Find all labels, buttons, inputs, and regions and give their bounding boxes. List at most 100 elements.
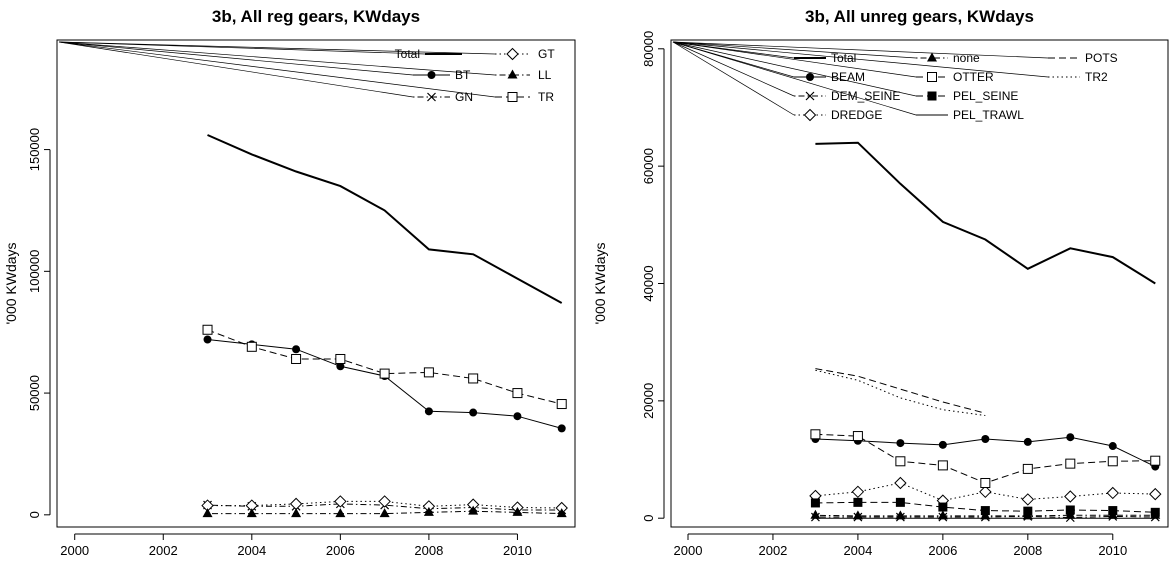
left-point-bt <box>424 407 433 416</box>
right-y-tick-label: 80000 <box>641 31 656 67</box>
left-legend-marker <box>506 47 519 61</box>
right-legend-label: POTS <box>1085 51 1118 65</box>
right-point-otter <box>1022 463 1033 474</box>
right-point-dredge <box>851 485 865 499</box>
left-point-ll <box>379 508 390 518</box>
right-legend-item-total: Total <box>672 41 856 65</box>
right-legend-leader <box>672 41 1049 78</box>
left-point-tr <box>468 373 479 384</box>
left-point-tr <box>335 353 346 364</box>
right-point-none <box>852 510 863 520</box>
left-x-tick-label: 2002 <box>149 543 178 558</box>
left-line-total <box>207 134 563 304</box>
right-point-dredge <box>894 476 907 490</box>
right-y-tick-label: 60000 <box>641 148 656 184</box>
left-legend-leader <box>58 41 496 55</box>
left-point-tr <box>202 324 213 335</box>
right-point-dredge <box>1021 493 1035 506</box>
right-point-pel-seine <box>1023 506 1033 516</box>
right-y-axis-label: '000 KWdays <box>592 242 608 324</box>
right-point-otter <box>1107 456 1118 467</box>
left-legend-leader <box>58 41 414 76</box>
left-y-tick-label: 100000 <box>27 250 42 293</box>
left-point-bt <box>203 335 212 344</box>
right-y-tick-label: 40000 <box>641 265 656 301</box>
left-legend-label: TR <box>538 90 554 104</box>
left-y-axis-label: '000 KWdays <box>3 242 19 324</box>
left-series-ll <box>202 505 567 518</box>
right-legend-label: DREDGE <box>831 108 882 122</box>
right-point-pel-seine <box>1108 506 1118 516</box>
right-chart-title: 3b, All unreg gears, KWdays <box>805 7 1034 26</box>
right-series-otter <box>810 429 1161 488</box>
left-x-tick-label: 2010 <box>503 543 532 558</box>
left-legend-label: LL <box>538 68 552 82</box>
right-point-dredge <box>1106 486 1119 500</box>
left-point-bt <box>513 412 522 421</box>
right-line-total <box>815 141 1156 285</box>
left-point-bt <box>292 345 301 354</box>
right-legend-marker <box>927 91 937 101</box>
left-point-tr <box>423 367 434 378</box>
right-legend-item-pel-trawl: PEL_TRAWL <box>672 41 1024 122</box>
right-x-tick-label: 2006 <box>928 543 957 558</box>
right-point-otter <box>980 477 991 488</box>
right-legend-marker <box>806 73 814 81</box>
right-point-beam <box>981 434 990 443</box>
right-line-pots <box>815 368 986 414</box>
right-x-tick-label: 2008 <box>1013 543 1042 558</box>
right-point-pel-seine <box>1150 507 1160 517</box>
left-point-tr <box>379 368 390 379</box>
left-line-gn <box>207 503 562 511</box>
left-line-ll <box>207 510 562 515</box>
right-legend-marker <box>803 108 817 122</box>
right-point-dredge <box>979 485 992 499</box>
left-point-bt <box>557 424 566 433</box>
right-legend-item-pel-seine: PEL_SEINE <box>672 41 1018 103</box>
right-legend: Total BEAM DEM_SEINE DREDGE none OTTER PEL_SEI… <box>672 41 1118 122</box>
left-legend-marker <box>427 71 436 79</box>
right-legend-label: PEL_TRAWL <box>953 108 1024 122</box>
right-series-pots <box>815 368 986 414</box>
right-point-beam <box>938 440 947 449</box>
left-series-gt <box>201 495 568 515</box>
right-legend-marker <box>927 72 937 82</box>
left-line-bt <box>207 339 562 429</box>
left-point-ll <box>423 506 434 516</box>
left-legend-label: Total <box>395 47 420 61</box>
right-y-tick-label: 20000 <box>641 383 656 419</box>
right-legend-label: BEAM <box>831 70 865 84</box>
right-point-beam <box>1023 437 1032 446</box>
right-point-beam <box>1108 442 1117 451</box>
right-point-otter <box>810 429 821 440</box>
left-x-tick-label: 2000 <box>60 543 89 558</box>
right-series-tr2 <box>815 369 986 416</box>
left-legend-marker <box>507 69 518 79</box>
right-legend-label: PEL_SEINE <box>953 89 1018 103</box>
right-point-none <box>810 509 821 519</box>
right-legend-item-dem-seine: DEM_SEINE <box>672 41 900 103</box>
right-point-otter <box>895 456 906 467</box>
right-point-pel-seine <box>1065 505 1075 515</box>
left-point-tr <box>512 388 523 399</box>
left-y-tick-label: 0 <box>27 511 42 518</box>
left-legend-item-bt: BT <box>58 41 471 82</box>
right-legend-leader <box>672 41 917 116</box>
left-point-ll <box>335 508 346 518</box>
chart-right: 3b, All unreg gears, KWdays '000 KWdays 20… <box>592 7 1169 558</box>
left-point-bt <box>469 408 478 417</box>
left-legend-item-ll: LL <box>58 41 552 82</box>
left-point-tr <box>556 399 567 410</box>
left-legend-leader <box>58 41 414 98</box>
right-legend-label: OTTER <box>953 70 994 84</box>
right-point-otter <box>937 460 948 471</box>
right-legend-marker <box>927 52 937 62</box>
right-legend-leader <box>672 41 917 59</box>
right-point-beam <box>896 439 905 448</box>
chart-left: 3b, All reg gears, KWdays '000 KWdays 2000… <box>3 7 576 558</box>
right-legend-leader <box>672 41 795 97</box>
right-plot-area <box>809 141 1162 523</box>
right-point-none <box>937 510 948 520</box>
right-legend-item-pots: POTS <box>672 41 1118 65</box>
